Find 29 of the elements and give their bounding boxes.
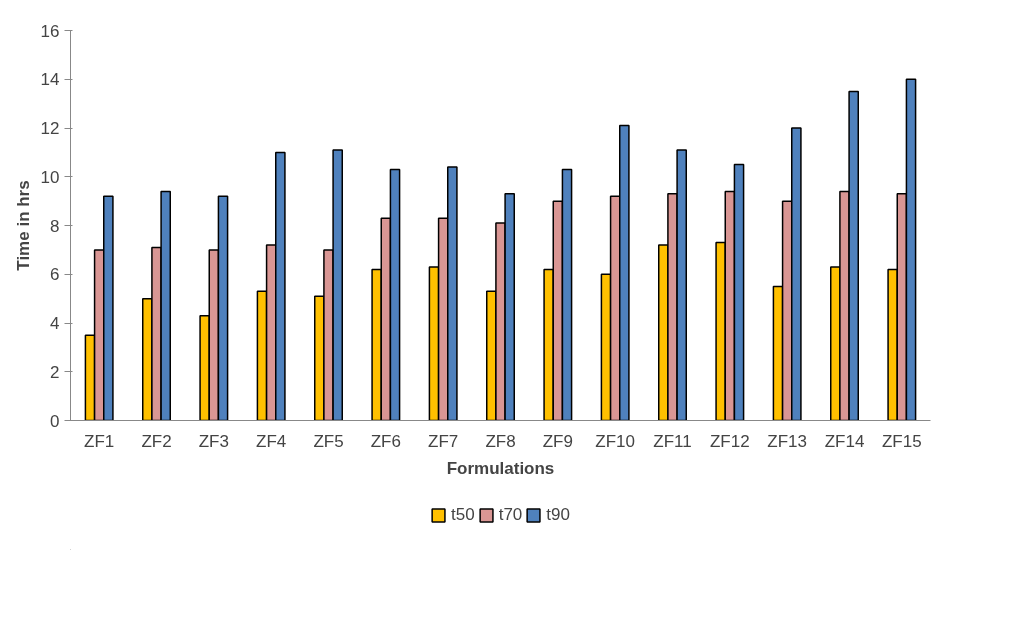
y-tick-label: 6	[50, 265, 60, 285]
y-tick-label: 12	[40, 119, 60, 138]
x-tick-label: ZF15	[881, 431, 922, 451]
legend-label: t90	[546, 505, 570, 525]
x-axis-title: Formulations	[446, 458, 555, 478]
legend-label: t70	[498, 505, 523, 525]
x-tick-label: ZF11	[653, 431, 692, 451]
y-tick-label: 16	[40, 21, 60, 41]
x-tick-label: ZF7	[428, 431, 459, 451]
x-tick-label: ZF6	[370, 431, 401, 451]
y-tick-label: 0	[50, 411, 60, 431]
y-axis-title: Time in hrs	[13, 180, 33, 271]
y-tick-label: 10	[40, 167, 60, 187]
y-tick-label: 8	[50, 216, 60, 236]
y-tick-label: 2	[50, 362, 60, 382]
x-tick-label: ZF13	[767, 431, 808, 451]
x-tick-label: ZF3	[198, 431, 229, 451]
x-tick-label: ZF12	[709, 431, 750, 451]
x-tick-label: ZF5	[313, 431, 344, 451]
x-tick-label: ZF4	[256, 431, 287, 451]
x-tick-label: ZF14	[824, 431, 865, 451]
x-tick-label: ZF1	[84, 431, 115, 451]
x-tick-label: ZF2	[141, 431, 172, 451]
legend-label: t50	[451, 505, 475, 525]
x-tick-label: ZF8	[485, 431, 516, 451]
x-tick-label: ZF10	[595, 431, 636, 451]
y-tick-label: 4	[50, 314, 60, 333]
y-tick-label: 14	[40, 70, 60, 90]
x-tick-label: ZF9	[542, 431, 573, 451]
